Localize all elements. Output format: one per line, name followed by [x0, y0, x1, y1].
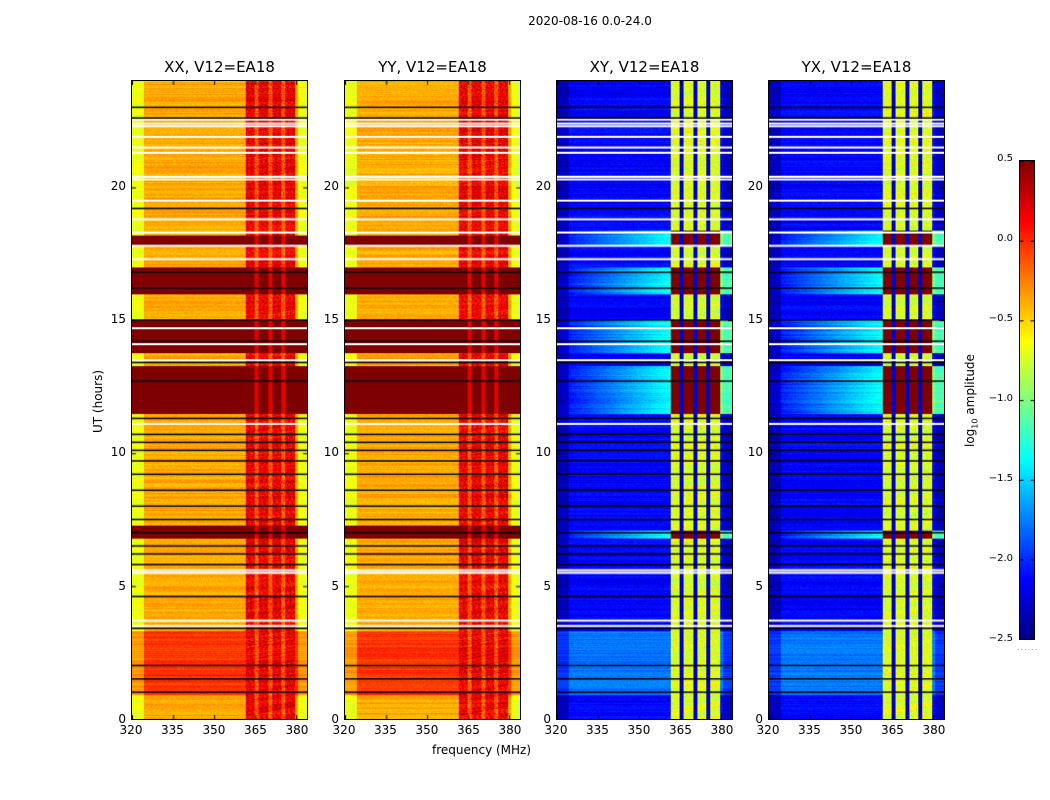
y-tick-label: 0	[755, 712, 763, 726]
x-tick-label: 365	[881, 723, 904, 737]
colorbar-label: log10 amplitude	[963, 354, 979, 447]
figure-suptitle: 2020-08-16 0.0-24.0	[528, 14, 652, 28]
y-axis-label: UT (hours)	[91, 369, 105, 433]
x-tick-label: 335	[798, 723, 821, 737]
colorbar-label-sub: 10	[970, 418, 980, 429]
y-tick-label: 15	[323, 312, 339, 326]
y-tick-label: 15	[747, 312, 763, 326]
x-tick-label: 380	[710, 723, 734, 737]
colorbar-tick-label: 0.5	[997, 153, 1013, 164]
y-tick-label: 0	[543, 712, 551, 726]
x-tick-label: 320	[119, 723, 143, 737]
x-tick-label: 380	[285, 723, 309, 737]
y-tick-label: 15	[110, 312, 126, 326]
colorbar-tick-label: 0.0	[997, 233, 1013, 244]
y-tick-label: 5	[118, 578, 126, 593]
colorbar-gradient	[1020, 161, 1034, 639]
panel-title-xy: XY, V12=EA18	[589, 58, 700, 76]
y-tick-label: 0	[331, 712, 339, 726]
panel-title-yx: YX, V12=EA18	[801, 58, 912, 76]
x-tick-label: 335	[161, 723, 184, 737]
x-tick-label: 320	[756, 723, 780, 737]
colorbar-tick-label: −1.0	[988, 393, 1013, 404]
y-tick-label: 10	[747, 445, 763, 460]
heatmap-panel-xy	[556, 80, 733, 720]
x-tick-label: 380	[922, 723, 946, 737]
x-tick-label: 320	[332, 723, 356, 737]
heatmap-canvas-yy	[345, 81, 520, 719]
colorbar-tick-label: −2.0	[988, 553, 1013, 564]
x-tick-label: 365	[244, 723, 267, 737]
colorbar-label-suffix: amplitude	[963, 354, 977, 419]
x-tick-label: 365	[669, 723, 692, 737]
x-tick-label: 350	[415, 723, 439, 737]
x-tick-label: 335	[586, 723, 609, 737]
x-tick-label: 365	[457, 723, 480, 737]
heatmap-canvas-xy	[557, 81, 732, 719]
x-tick-label: 350	[839, 723, 863, 737]
y-tick-label: 10	[535, 445, 551, 460]
x-tick-label: 380	[498, 723, 522, 737]
heatmap-panel-yy	[344, 80, 521, 720]
y-tick-label: 20	[535, 178, 551, 193]
colorbar-tick-label: −2.5	[988, 633, 1013, 644]
y-tick-label: 5	[543, 578, 551, 593]
x-tick-label: 320	[544, 723, 568, 737]
colorbar-footer: ......	[1017, 643, 1039, 652]
y-tick-label: 5	[331, 578, 339, 593]
x-tick-label: 350	[627, 723, 651, 737]
colorbar-label-log: log	[963, 428, 977, 447]
panel-title-xx: XX, V12=EA18	[164, 58, 275, 76]
colorbar-tick-label: −1.5	[988, 473, 1013, 484]
y-tick-label: 20	[323, 178, 339, 193]
x-tick-label: 335	[374, 723, 397, 737]
y-tick-label: 5	[755, 578, 763, 593]
x-axis-label: frequency (MHz)	[432, 743, 532, 757]
colorbar	[1019, 160, 1035, 640]
panel-title-yy: YY, V12=EA18	[378, 58, 487, 76]
y-tick-label: 20	[747, 178, 763, 193]
y-tick-label: 10	[323, 445, 339, 460]
y-tick-label: 15	[535, 312, 551, 326]
y-tick-label: 20	[110, 178, 126, 193]
x-tick-label: 350	[202, 723, 226, 737]
colorbar-tick-label: −0.5	[988, 313, 1013, 324]
heatmap-canvas-yx	[769, 81, 944, 719]
heatmap-canvas-xx	[132, 81, 307, 719]
y-tick-label: 0	[118, 712, 126, 726]
heatmap-panel-xx	[131, 80, 308, 720]
y-tick-label: 10	[110, 445, 126, 460]
heatmap-panel-yx	[768, 80, 945, 720]
